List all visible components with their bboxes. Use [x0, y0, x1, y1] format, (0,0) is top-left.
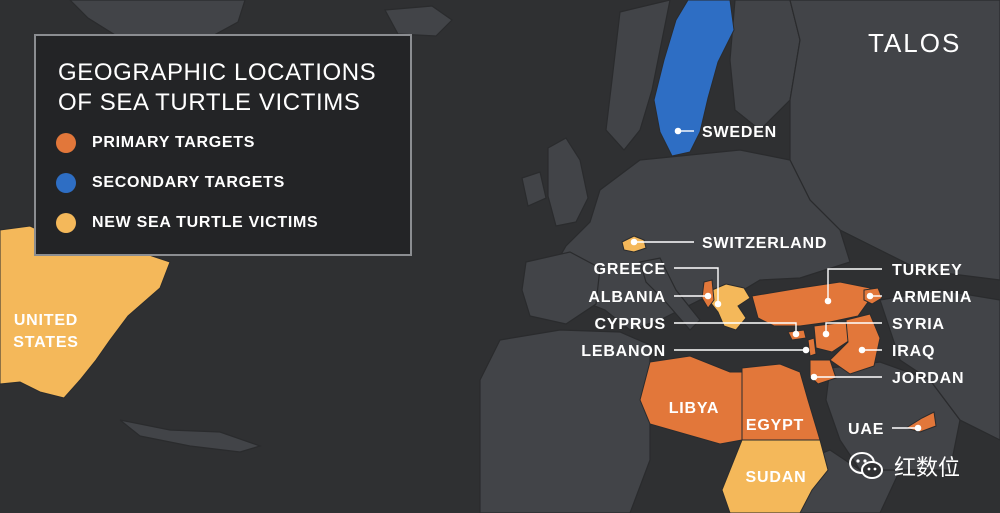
label-usa-line1: UNITED [14, 312, 78, 329]
legend-label-primary: PRIMARY TARGETS [92, 134, 256, 151]
talos-logo: TALOS [868, 28, 962, 58]
greece-marker [714, 300, 722, 308]
land-masses [69, 0, 1000, 513]
country-labels: SWEDEN SWITZERLAND GREECE ALBANIA CYPRUS… [13, 124, 972, 486]
label-lebanon: LEBANON [581, 343, 666, 360]
caribbean-land [119, 419, 262, 453]
label-switzerland: SWITZERLAND [702, 235, 827, 252]
switzerland-marker [630, 238, 638, 246]
uae-shape [904, 411, 937, 433]
legend-item-new: NEW SEA TURTLE VICTIMS [56, 212, 318, 234]
arabia-land [825, 361, 961, 471]
albania-marker [704, 292, 712, 300]
label-iraq: IRAQ [892, 343, 935, 360]
italy-land [639, 257, 701, 331]
armenia-marker [866, 292, 874, 300]
sudan-shape [721, 439, 829, 513]
sweden-marker [674, 127, 682, 135]
label-libya: LIBYA [669, 400, 720, 417]
legend-dot-secondary [56, 173, 76, 193]
watermark-text: 红数位 [894, 455, 961, 480]
label-uae: UAE [848, 421, 884, 438]
legend-panel: GEOGRAPHIC LOCATIONS OF SEA TURTLE VICTI… [34, 34, 412, 256]
uae-marker [914, 424, 922, 432]
british-isles-land [547, 137, 589, 227]
legend-title: GEOGRAPHIC LOCATIONS OF SEA TURTLE VICTI… [58, 58, 388, 118]
label-greece: GREECE [594, 261, 666, 278]
label-jordan: JORDAN [892, 370, 964, 387]
iraq-marker [858, 346, 866, 354]
legend-label-new: NEW SEA TURTLE VICTIMS [92, 214, 319, 231]
turkey-marker [824, 297, 832, 305]
lebanon-marker [802, 346, 810, 354]
iceland-land [384, 5, 453, 37]
iran-land [879, 289, 1000, 441]
greece-shape [709, 283, 751, 331]
sweden-shape [653, 0, 735, 157]
legend-title-line2: OF SEA TURTLE VICTIMS [58, 89, 361, 116]
label-egypt: EGYPT [746, 417, 804, 434]
norway-land [605, 0, 671, 151]
label-armenia: ARMENIA [892, 289, 972, 306]
jordan-marker [810, 373, 818, 381]
legend-item-primary: PRIMARY TARGETS [56, 132, 255, 154]
highlighted-countries [0, 0, 937, 513]
label-albania: ALBANIA [588, 289, 666, 306]
label-usa-line2: STATES [13, 334, 79, 351]
greece-leader [674, 267, 719, 304]
leader-lines [630, 127, 922, 432]
label-syria: SYRIA [892, 316, 945, 333]
syria-marker [822, 330, 830, 338]
legend-label-secondary: SECONDARY TARGETS [92, 174, 285, 191]
wechat-watermark: 红数位 [848, 450, 960, 482]
turkey-leader [827, 268, 882, 301]
legend-title-line1: GEOGRAPHIC LOCATIONS [58, 59, 377, 86]
label-sudan: SUDAN [746, 469, 807, 486]
ireland-land [521, 171, 547, 207]
legend-dot-primary [56, 133, 76, 153]
cyprus-leader [674, 322, 797, 334]
cyprus-marker [792, 330, 800, 338]
lebanon-shape [807, 337, 817, 357]
legend-dot-new [56, 213, 76, 233]
iberia-land [521, 251, 601, 325]
north-africa-land [479, 329, 651, 513]
syria-leader [825, 322, 882, 334]
iraq-shape [829, 313, 881, 375]
legend-item-secondary: SECONDARY TARGETS [56, 172, 285, 194]
label-turkey: TURKEY [892, 262, 963, 279]
wechat-icon [849, 452, 883, 479]
label-sweden: SWEDEN [702, 124, 777, 141]
label-cyprus: CYPRUS [595, 316, 666, 333]
